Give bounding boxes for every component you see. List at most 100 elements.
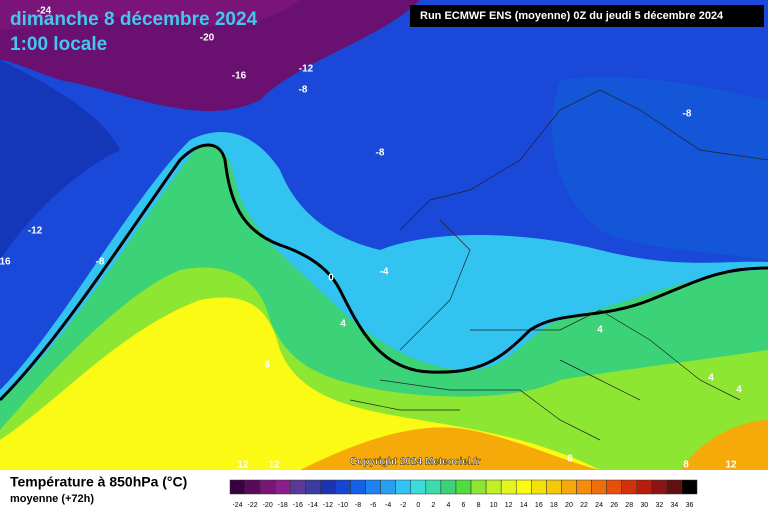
legend-tick-label: 26: [610, 502, 618, 509]
map: [0, 0, 768, 470]
run-box: [410, 5, 764, 27]
contour-label: 4: [597, 325, 603, 336]
legend-swatch: [455, 479, 472, 495]
legend-tick-label: 10: [490, 502, 498, 509]
legend-tick-label: 14: [520, 502, 528, 509]
cold-core: [0, 0, 420, 111]
legend-tick-label: 0: [416, 502, 420, 509]
legend-tick-label: 22: [580, 502, 588, 509]
legend-swatch: [515, 479, 532, 495]
legend-swatch: [425, 479, 442, 495]
contour-label: -8: [299, 85, 308, 96]
legend-swatch: [485, 479, 502, 495]
legend-swatch: [320, 479, 336, 495]
contour-label: 12: [268, 460, 280, 471]
contour-label: -20: [200, 33, 215, 44]
color-legend: -24 -22 -20 -18 -16 -14 -12 -10 -8 -6 -4 -2 0 2 4 6 8 10 1…: [229, 479, 698, 509]
cold-region-west: [0, 60, 120, 260]
contour-label: -8: [96, 257, 105, 268]
legend-tick-label: -6: [370, 502, 376, 509]
legend-tick-label: 18: [550, 502, 558, 509]
legend-swatch: [561, 479, 577, 495]
contour-label: 4: [708, 373, 714, 384]
legend-tick-label: -2: [400, 502, 406, 509]
contour-label: -4: [380, 267, 389, 278]
legend-swatch: [531, 479, 547, 495]
legend-swatch: [636, 479, 653, 495]
legend-tick-label: 36: [686, 502, 694, 509]
contour-label: 4: [340, 319, 346, 330]
legend-tick-label: 32: [655, 502, 663, 509]
legend-swatch: [410, 479, 427, 495]
legend-tick-label: -14: [308, 502, 318, 509]
time: 1:00 locale: [10, 34, 107, 55]
coastlines: [349, 89, 768, 441]
legend-tick-label: -4: [385, 502, 391, 509]
legend-swatch: [440, 479, 457, 495]
contour-label: 12: [725, 460, 737, 471]
contour-label: -12: [299, 64, 314, 75]
hottest-zone: [300, 420, 768, 470]
legend-tick-label: 24: [595, 502, 603, 509]
legend-swatch: [229, 479, 246, 495]
legend-swatch: [350, 479, 366, 495]
legend-tick-label: -18: [278, 502, 288, 509]
contour-label: 4: [736, 385, 742, 396]
legend-swatch: [395, 479, 412, 495]
contour-label: 8: [683, 460, 689, 471]
legend-swatch: [335, 479, 351, 495]
date: dimanche 8 décembre 2024: [10, 9, 258, 30]
contour-label: 12: [237, 460, 249, 471]
legend-tick-label: -12: [323, 502, 333, 509]
contour-label: -24: [37, 6, 52, 17]
legend-swatch: [591, 479, 607, 495]
legend-tick-label: 4: [446, 502, 450, 509]
legend-swatch: [259, 479, 276, 495]
legend-tick-label: 2: [431, 502, 435, 509]
legend-swatch: [244, 479, 261, 495]
contour-label: -12: [28, 226, 43, 237]
contour-label: -8: [683, 109, 692, 120]
zero-isotherm: [0, 143, 768, 402]
legend-tick-label: -8: [355, 502, 361, 509]
run-info: Run ECMWF ENS (moyenne) 0Z du jeudi 5 dé…: [420, 10, 724, 22]
legend-tick-label: 6: [462, 502, 466, 509]
footer-title: Température à 850hPa (°C): [10, 474, 187, 490]
hot-zone: [0, 297, 600, 470]
contour-label: 0: [328, 273, 334, 284]
legend-swatch: [621, 479, 637, 495]
legend-swatch: [546, 479, 562, 495]
legend-swatch: [576, 479, 592, 495]
legend-swatch: [290, 479, 306, 495]
legend-tick-label: 20: [565, 502, 573, 509]
legend-tick-label: 34: [671, 502, 679, 509]
legend-swatch: [666, 479, 683, 495]
contour-label: 16: [0, 257, 11, 268]
legend-swatch: [500, 479, 517, 495]
legend-swatch: [365, 479, 381, 495]
contour-label: -16: [232, 71, 247, 82]
contour-labels: -24 -20 -16 -12 -8 -8 -8 -12 16 -8 0 -4 4 8 4 4 4 12 12 8 8 1…: [0, 6, 742, 471]
legend-tick-label: 16: [535, 502, 543, 509]
legend-tick-label: 8: [477, 502, 481, 509]
contour-label: 8: [567, 454, 573, 465]
legend-swatch: [305, 479, 321, 495]
legend-tick-label: 30: [640, 502, 648, 509]
legend-swatch: [274, 479, 291, 495]
legend-swatch: [380, 479, 396, 495]
legend-tick-label: 28: [625, 502, 633, 509]
legend-tick-label: -22: [248, 502, 258, 509]
legend-tick-label: 12: [505, 502, 513, 509]
contour-label: 8: [264, 360, 270, 371]
legend-swatch: [681, 479, 698, 495]
legend-swatch: [470, 479, 487, 495]
cold-core-inner: [0, 0, 300, 30]
legend-swatch: [651, 479, 668, 495]
legend-tick-label: -24: [232, 502, 242, 509]
contour-label: -8: [376, 148, 385, 159]
cold-region-east: [552, 77, 768, 261]
legend-tick-label: -16: [293, 502, 303, 509]
copyright: Copyright 2024 Meteociel.fr: [350, 457, 481, 468]
legend-swatch: [606, 479, 622, 495]
